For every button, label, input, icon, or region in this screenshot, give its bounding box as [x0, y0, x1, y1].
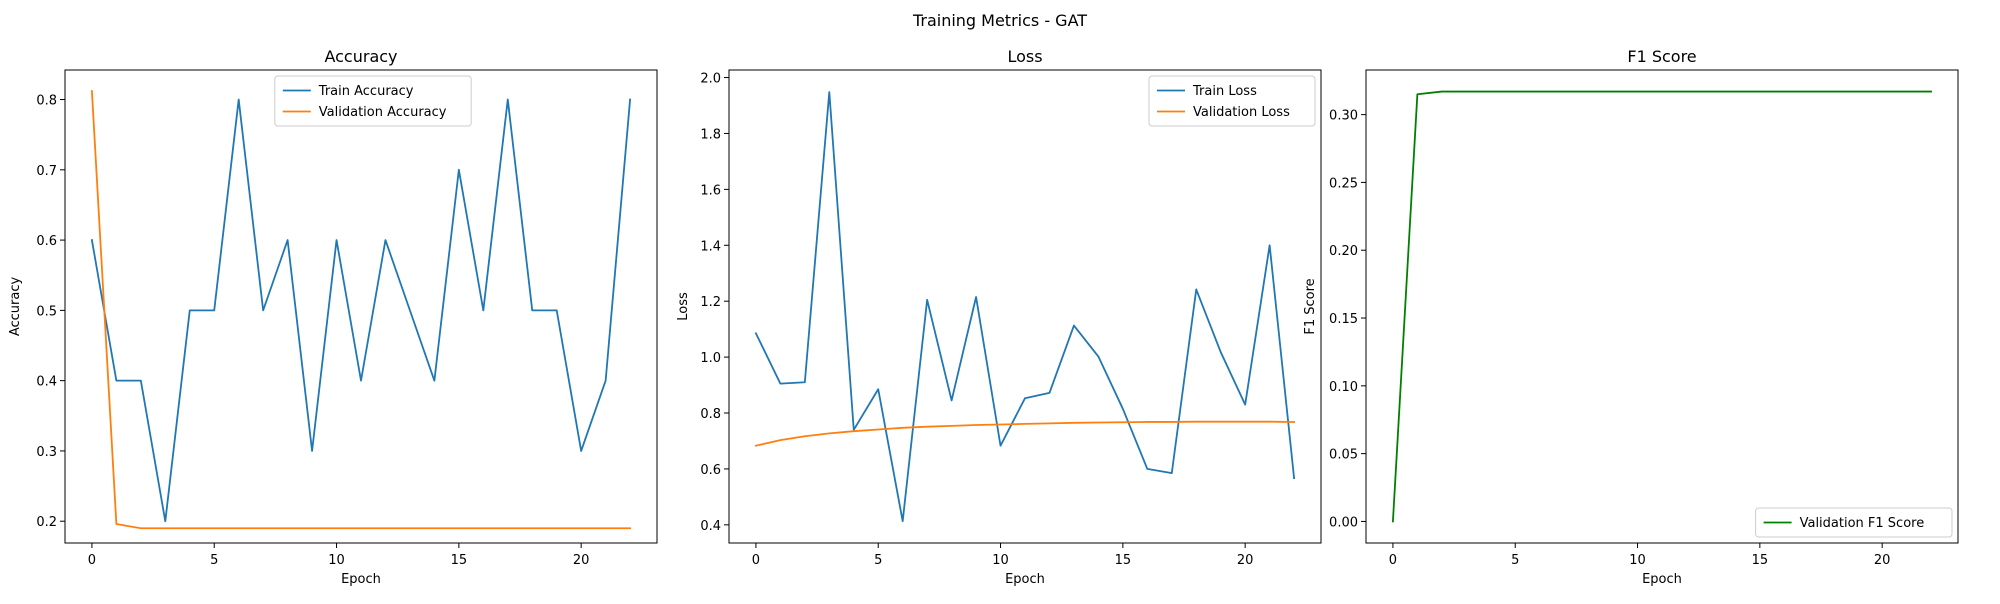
y-axis-label: Loss — [676, 292, 691, 321]
series-line-train-loss — [754, 91, 1296, 523]
x-tick-label: 15 — [1752, 553, 1769, 568]
x-tick-label: 15 — [1115, 553, 1132, 568]
y-tick-label: 0.2 — [36, 515, 57, 530]
subplot-title: Accuracy — [324, 47, 397, 66]
axes-frame — [1365, 69, 1959, 544]
legend-label: Train Loss — [1192, 84, 1257, 99]
series-group — [754, 91, 1296, 523]
series-line-validation-f1-score — [1391, 90, 1932, 523]
x-tick-label: 5 — [1511, 553, 1519, 568]
legend: Train Accuracy Validation Accuracy — [274, 75, 472, 127]
y-tick-label: 0.05 — [1329, 448, 1358, 463]
figure-suptitle: Training Metrics - GAT — [912, 11, 1087, 30]
x-tick-label: 10 — [1629, 553, 1646, 568]
y-tick-label: 0.6 — [700, 463, 721, 478]
y-tick-label: 0.15 — [1329, 312, 1358, 327]
subplots-group: Accuracy 0 5 10 15 20 0.2 0.3 0.4 0.5 0.6 0.7 0.8 Epo… — [8, 47, 1959, 587]
y-axis-label: Accuracy — [8, 277, 23, 337]
x-tick-label: 20 — [1237, 553, 1254, 568]
y-tick-label: 0.6 — [36, 234, 57, 249]
x-axis-label: Epoch — [1005, 572, 1045, 587]
x-tick-label: 20 — [1874, 553, 1891, 568]
subplot-2: Loss 0 5 10 15 20 0.4 0.6 0.8 1.0 1.2 1.4 1.6 1.8 2.0 E… — [676, 47, 1322, 587]
y-tick-label: 1.8 — [700, 127, 721, 142]
y-tick-label: 2.0 — [700, 72, 721, 87]
x-tick-label: 20 — [573, 553, 590, 568]
y-axis-label: F1 Score — [1303, 278, 1318, 334]
legend-box — [1755, 507, 1953, 538]
series-line-validation-accuracy — [90, 90, 631, 530]
y-tick-label: 0.4 — [700, 519, 721, 534]
y-tick-label: 1.2 — [700, 295, 721, 310]
legend-label: Train Accuracy — [318, 84, 414, 99]
y-tick-label: 0.4 — [36, 375, 57, 390]
y-tick-label: 0.8 — [36, 94, 57, 109]
x-tick-label: 5 — [874, 553, 882, 568]
x-tick-label: 0 — [1389, 553, 1397, 568]
x-tick-label: 15 — [451, 553, 468, 568]
x-tick-label: 0 — [88, 553, 96, 568]
series-group — [1391, 90, 1932, 523]
x-tick-label: 0 — [752, 553, 760, 568]
subplot-3: F1 Score 0 5 10 15 20 0.00 0.05 0.10 0.15 0.20 0.25… — [1303, 47, 1959, 587]
legend-label: Validation Loss — [1193, 105, 1290, 120]
legend-box — [274, 75, 472, 127]
axes-frame — [728, 69, 1322, 544]
legend-box — [1148, 75, 1316, 127]
axes-frame — [64, 69, 658, 544]
subplot-title: Loss — [1007, 47, 1042, 66]
y-tick-label: 0.20 — [1329, 244, 1358, 259]
series-group — [90, 90, 632, 530]
subplot-title: F1 Score — [1627, 47, 1696, 66]
y-tick-label: 1.4 — [700, 239, 721, 254]
subplot-1: Accuracy 0 5 10 15 20 0.2 0.3 0.4 0.5 0.6 0.7 0.8 Epo… — [8, 47, 658, 587]
y-tick-label: 0.00 — [1329, 515, 1358, 530]
y-tick-label: 0.30 — [1329, 109, 1358, 124]
y-tick-label: 0.3 — [36, 445, 57, 460]
legend: Validation F1 Score — [1755, 507, 1953, 538]
x-tick-label: 10 — [992, 553, 1009, 568]
legend: Train Loss Validation Loss — [1148, 75, 1316, 127]
x-tick-label: 10 — [328, 553, 345, 568]
legend-label: Validation Accuracy — [319, 105, 447, 120]
x-axis-label: Epoch — [341, 572, 381, 587]
y-tick-label: 1.6 — [700, 183, 721, 198]
y-tick-label: 0.10 — [1329, 380, 1358, 395]
x-tick-label: 5 — [210, 553, 218, 568]
y-tick-label: 0.5 — [36, 304, 57, 319]
series-line-validation-loss — [754, 420, 1296, 447]
y-tick-label: 1.0 — [700, 351, 721, 366]
legend-label: Validation F1 Score — [1800, 516, 1925, 531]
y-tick-label: 0.7 — [36, 164, 57, 179]
y-tick-label: 0.25 — [1329, 176, 1358, 191]
y-tick-label: 0.8 — [700, 407, 721, 422]
x-axis-label: Epoch — [1642, 572, 1682, 587]
series-line-train-accuracy — [90, 98, 632, 523]
